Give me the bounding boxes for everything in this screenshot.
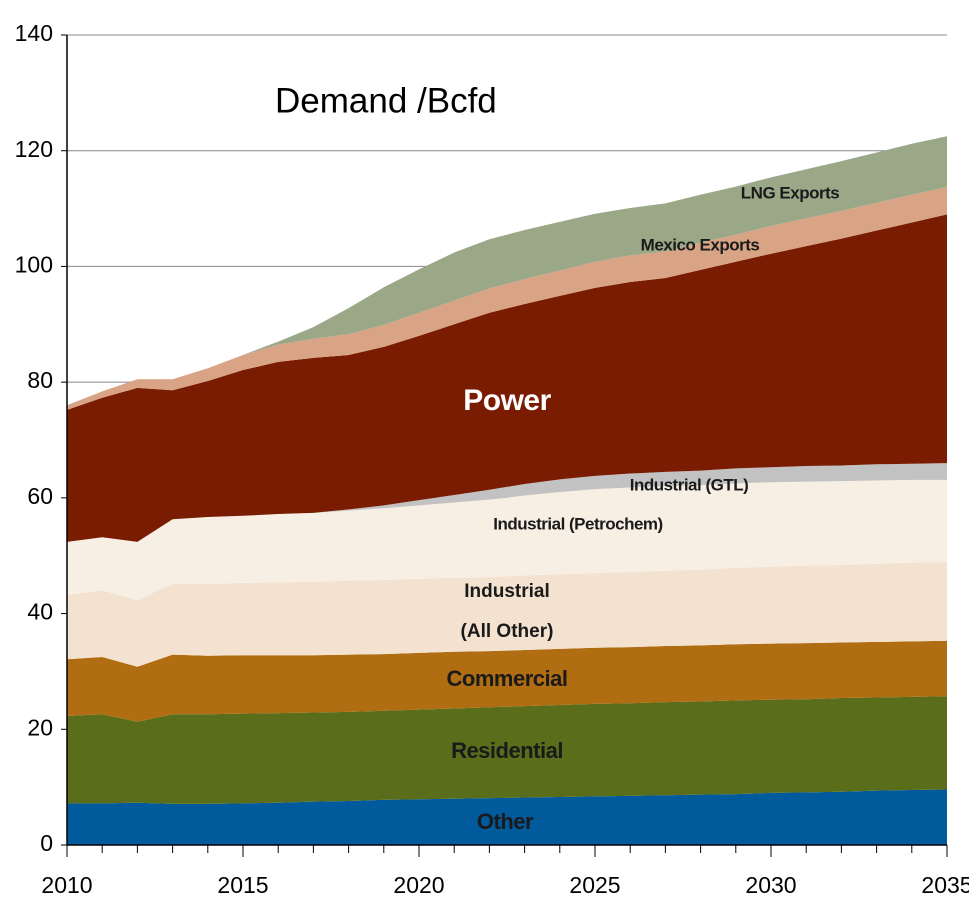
series-label: LNG Exports xyxy=(741,183,839,202)
series-label: Commercial xyxy=(447,666,568,691)
area xyxy=(67,696,947,804)
series-label: Other xyxy=(477,809,534,834)
area xyxy=(67,463,947,542)
series-label: Residential xyxy=(451,738,563,763)
series-label: Industrial (Petrochem) xyxy=(493,514,662,533)
y-tick-label: 40 xyxy=(27,599,53,625)
series-label: Power xyxy=(463,384,551,417)
area xyxy=(67,136,947,406)
area xyxy=(67,562,947,667)
x-tick-label: 2020 xyxy=(393,872,444,898)
chart-title: Demand /Bcfd xyxy=(275,81,497,120)
area xyxy=(67,187,947,410)
series-label: Industrial (GTL) xyxy=(630,475,749,494)
y-tick-label: 60 xyxy=(27,483,53,509)
y-tick-label: 0 xyxy=(40,830,53,856)
series-label-line: (All Other) xyxy=(461,621,554,642)
x-tick-label: 2030 xyxy=(745,872,796,898)
y-tick-label: 20 xyxy=(27,714,53,740)
x-tick-label: 2010 xyxy=(41,872,92,898)
series-label-line: Industrial xyxy=(464,581,550,602)
area xyxy=(67,640,947,722)
x-tick-label: 2015 xyxy=(217,872,268,898)
y-tick-label: 80 xyxy=(27,367,53,393)
area xyxy=(67,789,947,845)
series-label: Mexico Exports xyxy=(641,235,760,254)
area xyxy=(67,479,947,601)
series-label: Industrial (All Other) xyxy=(461,581,554,642)
area xyxy=(67,214,947,542)
y-tick-label: 140 xyxy=(15,20,53,46)
y-tick-label: 120 xyxy=(15,136,53,162)
x-tick-label: 2025 xyxy=(569,872,620,898)
y-tick-label: 100 xyxy=(15,252,53,278)
x-tick-label: 2035 xyxy=(921,872,969,898)
